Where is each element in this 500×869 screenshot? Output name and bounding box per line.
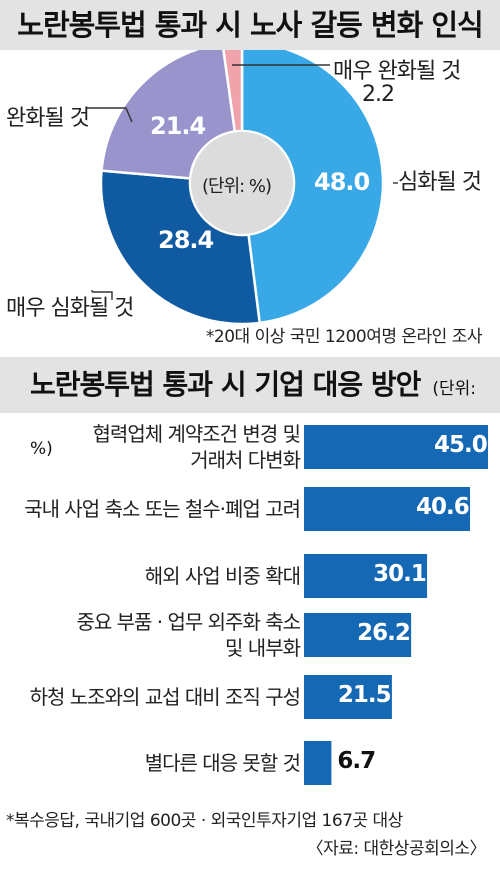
- bar-category-label: 하청 노조와의 교섭 대비 조직 구성: [29, 685, 301, 709]
- bar-category-label: 해외 사업 비중 확대: [144, 564, 301, 588]
- slice-label-very-severe: 매우 심화될 것: [6, 296, 134, 321]
- slice-severe: [240, 50, 385, 325]
- slice-label-severe: 심화될 것: [398, 170, 482, 195]
- slice-value-very-severe: 28.4: [158, 226, 214, 254]
- donut-hole: [191, 132, 293, 234]
- bar-value-label: 40.6: [416, 494, 470, 520]
- bar-category-label: 국내 사업 축소 또는 철수·폐업 고려: [24, 497, 301, 521]
- slice-value-severe: 48.0: [314, 168, 370, 196]
- slice-very-severe: [99, 169, 262, 326]
- bar-value-label: 30.1: [373, 561, 427, 587]
- bar: [304, 425, 488, 469]
- slice-very-ease: [222, 50, 244, 133]
- donut-chart: [86, 50, 398, 326]
- bar-value-label: 6.7: [337, 748, 376, 774]
- bar-category-label: 중요 부품 · 업무 외주화 축소 및 내부화: [76, 610, 301, 660]
- bar-chart-unit: (단위: %): [30, 379, 477, 459]
- bar-value-label: 26.2: [357, 620, 411, 646]
- bar-chart: [304, 425, 488, 785]
- bar-value-label: 21.5: [337, 682, 392, 708]
- survey-note: *20대 이상 국민 1200여명 온라인 조사: [205, 327, 483, 347]
- slice-label-very-ease: 매우 완화될 것: [333, 59, 461, 84]
- bar-category-label: 별다른 대응 못할 것: [144, 751, 301, 775]
- bar: [304, 613, 412, 657]
- bar: [304, 487, 471, 531]
- bar-category-label: 협력업체 계약조건 변경 및 거래처 다변화: [92, 422, 301, 472]
- bar-value-label: 45.0: [434, 432, 488, 458]
- leader-ease: [86, 107, 133, 123]
- bar: [304, 675, 392, 719]
- slice-value-ease: 21.4: [150, 112, 206, 140]
- donut-center-unit: (단위: %): [202, 176, 272, 197]
- bar-chart-title: 노란봉투법 통과 시 기업 대응 방안: [30, 368, 421, 401]
- bar: [304, 741, 332, 785]
- bar: [304, 554, 428, 598]
- bar-chart-header: 노란봉투법 통과 시 기업 대응 방안 (단위: %): [0, 357, 500, 459]
- leader-very-severe: [92, 291, 113, 300]
- footnote-source: 〈자료: 대한상공회의소〉: [306, 839, 487, 859]
- slice-label-ease: 완화될 것: [6, 106, 90, 131]
- slice-value-very-ease: 2.2: [362, 82, 395, 107]
- pie-chart-title: 노란봉투법 통과 시 노사 갈등 변화 인식: [0, 0, 500, 50]
- footnote-respondents: *복수응답, 국내기업 600곳 · 외국인투자기업 167곳 대상: [6, 811, 403, 831]
- slice-ease: [100, 50, 237, 180]
